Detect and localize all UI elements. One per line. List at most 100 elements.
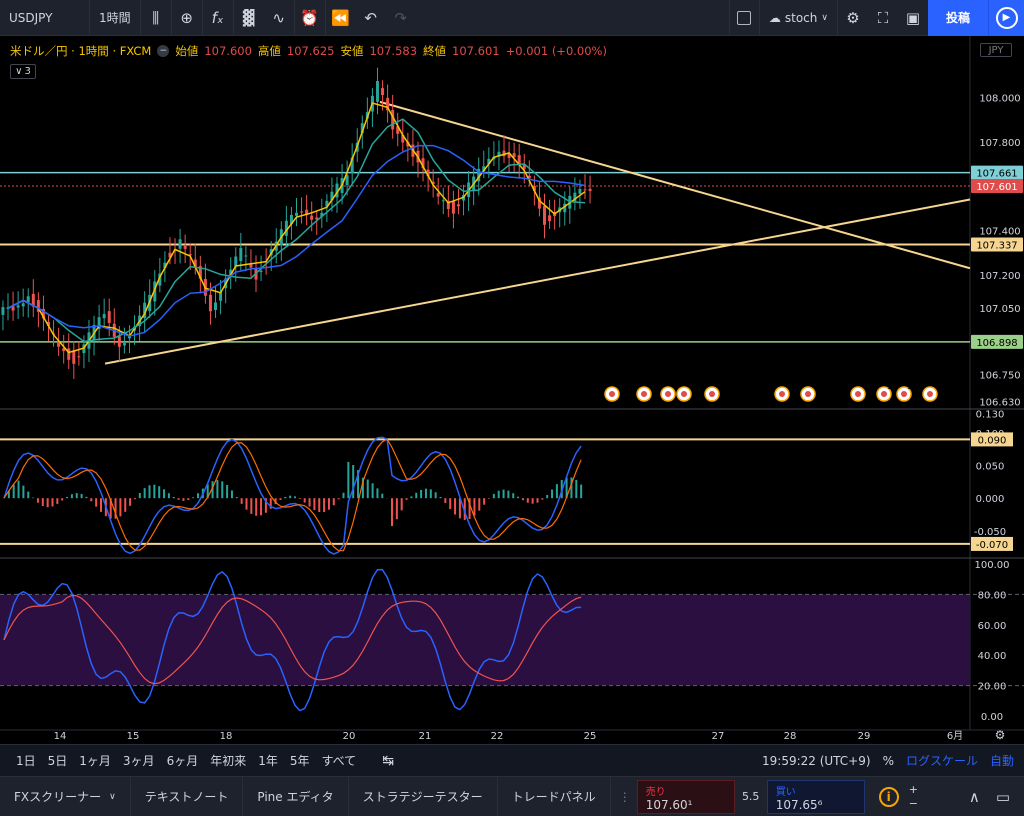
publish-button[interactable]: 投稿 bbox=[927, 0, 988, 36]
macd-histogram-bar bbox=[551, 489, 554, 499]
macd-histogram-bar bbox=[303, 498, 306, 503]
templates-icon[interactable]: ∿ bbox=[272, 8, 285, 27]
play-button[interactable]: ▶ bbox=[988, 0, 1024, 36]
clock-time[interactable]: 19:59:22 (UTC+9) bbox=[762, 753, 871, 768]
stoch-tick-label: 60.00 bbox=[978, 621, 1007, 632]
fullscreen-layout-icon[interactable] bbox=[728, 0, 759, 36]
macd-histogram-bar bbox=[182, 498, 185, 501]
macd-histogram-bar bbox=[444, 498, 447, 503]
settings-gear-icon[interactable]: ⚙ bbox=[846, 8, 860, 27]
candle-body bbox=[375, 81, 379, 102]
candle-body bbox=[446, 200, 450, 209]
candle-body bbox=[578, 189, 582, 194]
drag-handle-icon[interactable]: ⋮ bbox=[618, 789, 631, 804]
period-button[interactable]: 5日 bbox=[47, 754, 68, 768]
sell-button[interactable]: 売り 107.60¹ bbox=[636, 779, 735, 814]
period-button[interactable]: 6ヶ月 bbox=[166, 754, 199, 768]
candle-body bbox=[350, 157, 354, 174]
candle-body bbox=[117, 336, 121, 347]
interval-selector[interactable]: 1時間 bbox=[90, 0, 141, 36]
stoch-tick-label: 0.00 bbox=[981, 712, 1003, 723]
trendline-upper bbox=[379, 100, 971, 270]
macd-histogram-bar bbox=[458, 498, 461, 519]
alert-icon[interactable]: ⏰ bbox=[300, 8, 319, 27]
replay-icon[interactable]: ⏪ bbox=[331, 8, 350, 27]
macd-histogram-bar bbox=[488, 498, 490, 499]
candle-body bbox=[517, 155, 521, 165]
tab-fx-screener[interactable]: FXスクリーナー ∨ bbox=[0, 776, 131, 816]
tab-strategy-tester[interactable]: ストラテジーテスター bbox=[349, 776, 498, 816]
legend-high-label: 高値 bbox=[257, 44, 281, 58]
macd-histogram-bar bbox=[395, 498, 398, 520]
moving-average-line bbox=[7, 102, 586, 354]
quantity-stepper[interactable]: + − bbox=[909, 783, 918, 811]
candle-body bbox=[421, 158, 425, 169]
macd-histogram-bar bbox=[32, 497, 35, 499]
layout-icon[interactable]: ▓ bbox=[242, 8, 255, 27]
time-tick-label: 20 bbox=[343, 731, 356, 742]
macd-histogram-bar bbox=[114, 498, 117, 519]
tab-trading-panel[interactable]: トレードパネル bbox=[498, 776, 611, 816]
period-button[interactable]: 年初来 bbox=[210, 754, 247, 768]
macd-histogram-bar bbox=[109, 498, 112, 519]
buy-button[interactable]: 買い 107.65⁶ bbox=[766, 779, 865, 814]
period-button[interactable]: 1年 bbox=[258, 754, 278, 768]
chart-area[interactable]: 108.000 107.800 107.400 107.200 107.050 106.7… bbox=[0, 36, 1024, 744]
macd-label-box bbox=[971, 536, 1013, 551]
compare-add-icon[interactable]: ⊕ bbox=[180, 8, 193, 27]
tab-text-notes[interactable]: テキストノート bbox=[131, 776, 244, 816]
chart-canvas[interactable]: 108.000 107.800 107.400 107.200 107.050 106.7… bbox=[0, 36, 1024, 744]
macd-tick-label: 0.050 bbox=[976, 462, 1005, 473]
macd-histogram-bar bbox=[167, 493, 170, 499]
minus-icon[interactable]: − bbox=[157, 45, 170, 57]
period-button[interactable]: すべて bbox=[321, 754, 357, 768]
undo-icon[interactable]: ↶ bbox=[364, 8, 377, 27]
macd-histogram-bar bbox=[575, 479, 578, 499]
redo-icon[interactable]: ↷ bbox=[394, 8, 407, 27]
fullscreen-icon[interactable]: ⛶ bbox=[877, 8, 889, 27]
candle-body bbox=[178, 239, 182, 249]
candle-body bbox=[381, 88, 385, 96]
candles-icon[interactable]: ⫼ bbox=[152, 8, 160, 27]
cloud-icon: ☁ bbox=[768, 10, 781, 25]
period-button[interactable]: 3ヶ月 bbox=[122, 754, 155, 768]
percent-toggle[interactable]: % bbox=[882, 753, 894, 768]
stoch-k-line bbox=[3, 568, 582, 712]
candle-body bbox=[1, 307, 5, 315]
tab-pine-editor[interactable]: Pine エディタ bbox=[243, 776, 349, 816]
candle-body bbox=[41, 308, 45, 319]
plus-icon[interactable]: + bbox=[908, 782, 918, 796]
minus-icon[interactable]: − bbox=[908, 796, 918, 810]
indicator-collapse-button[interactable]: ∨ 3 bbox=[10, 64, 36, 79]
chevron-up-icon[interactable]: ∧ bbox=[968, 787, 980, 806]
cloud-save-menu[interactable]: ☁ stoch ∨ bbox=[758, 0, 838, 36]
stoch-band bbox=[0, 594, 970, 686]
log-scale-toggle[interactable]: ログスケール bbox=[905, 754, 978, 768]
macd-histogram-bar bbox=[216, 480, 219, 499]
symbol-search[interactable]: USDJPY bbox=[0, 0, 90, 36]
candle-body bbox=[219, 292, 223, 301]
toolbar-divider bbox=[170, 0, 172, 36]
period-button[interactable]: 5年 bbox=[289, 754, 310, 768]
candle-body bbox=[305, 209, 309, 216]
camera-icon[interactable]: ▣ bbox=[905, 8, 921, 27]
macd-histogram-bar bbox=[56, 498, 59, 504]
macd-histogram-bar bbox=[473, 498, 476, 516]
legend-change: +0.001 (+0.00%) bbox=[505, 44, 607, 58]
macd-histogram-bar bbox=[235, 497, 238, 499]
macd-histogram-bar bbox=[492, 493, 495, 499]
macd-histogram-bar bbox=[337, 498, 340, 500]
goto-date-icon[interactable]: ↹ bbox=[382, 752, 394, 769]
period-button[interactable]: 1日 bbox=[16, 754, 36, 768]
indicators-icon[interactable]: fₓ bbox=[211, 8, 224, 27]
maximize-icon[interactable]: ▭ bbox=[995, 787, 1010, 806]
period-button[interactable]: 1ヶ月 bbox=[79, 754, 111, 768]
candle-body bbox=[62, 348, 66, 352]
toolbar-divider bbox=[201, 0, 203, 36]
auto-scale-toggle[interactable]: 自動 bbox=[989, 754, 1014, 768]
toolbar-right: ☁ stoch ∨ ⚙ ⛶ ▣ 投稿 ▶ bbox=[728, 0, 1024, 36]
info-icon[interactable]: i bbox=[878, 786, 899, 807]
legend-close-label: 終値 bbox=[423, 44, 447, 58]
currency-badge[interactable]: JPY bbox=[980, 43, 1012, 57]
candle-body bbox=[36, 300, 40, 312]
